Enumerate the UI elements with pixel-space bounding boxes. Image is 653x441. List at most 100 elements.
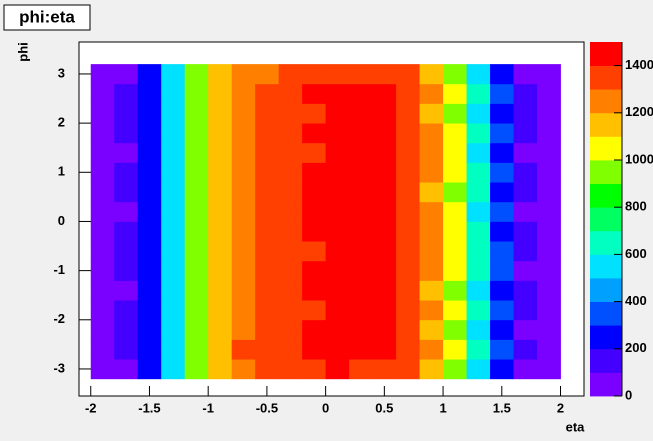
cell — [372, 123, 397, 144]
cell — [372, 83, 397, 104]
cell — [372, 201, 397, 222]
cell — [537, 359, 561, 380]
cell — [208, 123, 233, 144]
cell — [137, 319, 162, 340]
cell — [466, 300, 491, 321]
cell — [208, 142, 233, 163]
cell — [90, 162, 115, 183]
cell — [419, 319, 444, 340]
cell — [114, 142, 139, 163]
cell — [302, 221, 327, 242]
cell — [114, 241, 139, 262]
cell — [537, 182, 561, 203]
cell — [278, 260, 303, 281]
cell — [302, 162, 327, 183]
cell — [231, 359, 256, 380]
cell — [114, 103, 139, 124]
cell — [255, 260, 280, 281]
cell — [137, 123, 162, 144]
cell — [184, 123, 209, 144]
cell — [466, 142, 491, 163]
cell — [490, 319, 514, 340]
cell — [537, 319, 561, 340]
cell — [349, 201, 374, 222]
cell — [396, 300, 420, 321]
cell — [90, 319, 115, 340]
cell — [255, 64, 280, 85]
cell — [255, 162, 280, 183]
cell — [278, 280, 303, 301]
cell — [114, 260, 139, 281]
cell — [419, 103, 444, 124]
cell — [325, 83, 350, 104]
cell — [255, 359, 280, 380]
colorbar-band — [590, 301, 622, 326]
colorbar-band — [590, 160, 622, 184]
cell — [490, 339, 514, 360]
cell — [396, 359, 420, 380]
cell — [443, 142, 467, 163]
cell — [419, 123, 444, 144]
cell — [90, 103, 115, 124]
cell — [419, 162, 444, 183]
cell — [208, 64, 233, 85]
cell — [490, 142, 514, 163]
cell — [90, 142, 115, 163]
cell — [114, 123, 139, 144]
cell — [396, 83, 420, 104]
cell — [90, 339, 115, 360]
cell — [184, 182, 209, 203]
colorbar-band — [590, 230, 622, 255]
cell — [349, 142, 374, 163]
cell — [114, 359, 139, 380]
cell — [255, 103, 280, 124]
cell — [208, 182, 233, 203]
cell — [302, 201, 327, 222]
cell — [255, 300, 280, 321]
cell — [278, 83, 303, 104]
cell — [490, 260, 514, 281]
cell — [537, 300, 561, 321]
cell — [114, 201, 139, 222]
cell — [513, 182, 538, 203]
cell — [161, 103, 186, 124]
cell — [184, 201, 209, 222]
cell — [184, 142, 209, 163]
cell — [396, 241, 420, 262]
cell — [349, 280, 374, 301]
cell — [537, 162, 561, 183]
cell — [231, 300, 256, 321]
cell — [537, 83, 561, 104]
cell — [114, 182, 139, 203]
cell — [137, 241, 162, 262]
cell — [184, 339, 209, 360]
cell — [255, 83, 280, 104]
cell — [372, 280, 397, 301]
cell — [513, 162, 538, 183]
cell — [161, 359, 186, 380]
cell — [161, 339, 186, 360]
cell — [396, 162, 420, 183]
cell — [372, 300, 397, 321]
cell — [513, 221, 538, 242]
y-tick-label: 1 — [58, 164, 65, 179]
y-tick-label: 0 — [58, 213, 65, 228]
cell — [325, 300, 350, 321]
cell — [349, 103, 374, 124]
cell — [302, 319, 327, 340]
cell — [184, 359, 209, 380]
cell — [466, 359, 491, 380]
cell — [513, 339, 538, 360]
cell — [372, 142, 397, 163]
cell — [231, 162, 256, 183]
colorbar-band — [590, 42, 622, 66]
z-tick-label: 200 — [625, 340, 647, 355]
cell — [396, 221, 420, 242]
cell — [396, 201, 420, 222]
cell — [278, 359, 303, 380]
cell — [302, 64, 327, 85]
cell — [161, 300, 186, 321]
cell — [161, 260, 186, 281]
cell — [302, 83, 327, 104]
z-tick-label: 1000 — [625, 151, 653, 166]
